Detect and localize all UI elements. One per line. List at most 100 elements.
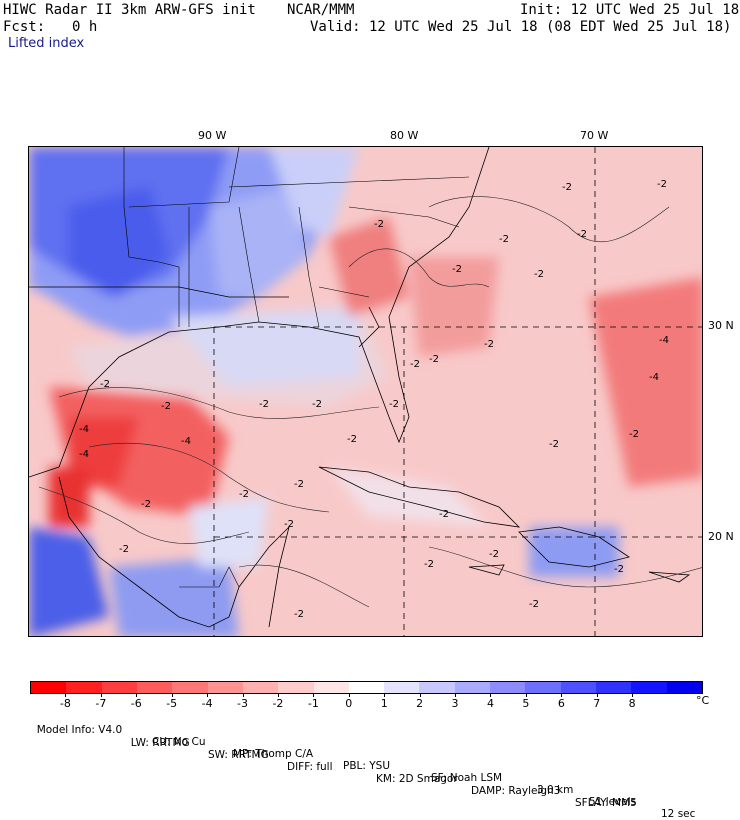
contour-label: -2 xyxy=(100,379,110,390)
contour-label: -2 xyxy=(141,499,151,510)
fcst-value: 0 h xyxy=(72,19,98,35)
colorbar-tick-label: -3 xyxy=(237,697,248,710)
colorbar-segment xyxy=(242,682,279,693)
sw-scheme: SW: RRTMG xyxy=(208,749,269,761)
contour-label: -2 xyxy=(312,399,322,410)
lat-label-30n: 30 N xyxy=(708,319,734,332)
contour-label: -2 xyxy=(424,559,434,570)
colorbar-segment xyxy=(278,682,314,693)
damp-option: DAMP: Rayleigh3 xyxy=(471,785,561,797)
contour-label: -2 xyxy=(259,399,269,410)
colorbar-segment xyxy=(525,682,561,693)
colorbar-tick xyxy=(348,693,350,697)
contour-label: -2 xyxy=(549,439,559,450)
colorbar-segment xyxy=(172,682,208,693)
map-panel[interactable]: -2 -2 -2 -2 -2 -2 -2 -2 -4 -4 -4 -4 -2 -… xyxy=(28,146,703,637)
colorbar-tick xyxy=(242,693,244,697)
contour-label: -4 xyxy=(79,424,89,435)
lon-label-80w: 80 W xyxy=(390,129,419,142)
center-name: NCAR/MMM xyxy=(287,2,355,18)
contour-label: -2 xyxy=(429,354,439,365)
colorbar-tick-label: -5 xyxy=(166,697,178,710)
colorbar-tick xyxy=(313,693,315,697)
contour-label: -2 xyxy=(614,564,624,575)
colorbar-tick xyxy=(455,693,457,697)
colorbar-tick xyxy=(171,693,173,697)
colorbar-segment xyxy=(66,682,102,693)
colorbar-unit: °C xyxy=(696,694,710,707)
lw-scheme: LW: RRTMG xyxy=(130,737,190,749)
contour-label: -4 xyxy=(79,449,89,460)
contour-label: -2 xyxy=(374,219,384,230)
colorbar-tick xyxy=(419,693,421,697)
init-time: Init: 12 UTC Wed 25 Jul 18 xyxy=(520,2,740,18)
colorbar-segment xyxy=(419,682,455,693)
timestep: 12 sec xyxy=(661,808,696,820)
colorbar-tick xyxy=(384,693,386,697)
colorbar-segment xyxy=(207,682,243,693)
colorbar-tick xyxy=(207,693,209,697)
contour-label: -2 xyxy=(239,489,249,500)
field-name: Lifted index xyxy=(8,36,85,51)
contour-label: -2 xyxy=(499,234,509,245)
colorbar-segment xyxy=(384,682,420,693)
contour-label: -2 xyxy=(562,182,572,193)
contour-label: -2 xyxy=(629,429,639,440)
colorbar-segment xyxy=(490,682,526,693)
political-boundaries xyxy=(123,147,470,588)
diff-option: DIFF: full xyxy=(287,761,333,773)
colorbar-tick-label: 6 xyxy=(557,697,565,710)
contour-label: -2 xyxy=(294,609,304,620)
contour-label: -2 xyxy=(439,509,449,520)
contour-label: -2 xyxy=(410,359,420,370)
colorbar-tick xyxy=(632,693,634,697)
contour-lines xyxy=(38,196,702,608)
colorbar-segment xyxy=(348,682,385,693)
lat-label-20n: 20 N xyxy=(708,530,734,543)
colorbar-tick-label: 2 xyxy=(416,697,424,710)
colorbar-tick xyxy=(525,693,527,697)
colorbar-tick-label: 3 xyxy=(451,697,459,710)
contour-label: -2 xyxy=(489,549,499,560)
colorbar-tick-label: -7 xyxy=(95,697,107,710)
contour-label: -2 xyxy=(161,401,171,412)
colorbar-tick-label: 4 xyxy=(486,697,494,710)
sflay-option: SFLAY: MM5 xyxy=(575,797,637,809)
contour-label: -2 xyxy=(529,599,539,610)
contour-label: -2 xyxy=(119,544,129,555)
colorbar-tick xyxy=(561,693,563,697)
contour-label: -4 xyxy=(649,372,659,383)
contour-label: -2 xyxy=(657,179,667,190)
colorbar-tick-label: 0 xyxy=(345,697,353,710)
colorbar-segment xyxy=(596,682,632,693)
colorbar-tick-label: 7 xyxy=(593,697,601,710)
pbl-scheme: PBL: YSU xyxy=(343,760,391,772)
contour-label: -4 xyxy=(181,436,191,447)
footer-line-1: Model Info: V4.0 CU: No Cu MP: Thomp C/A… xyxy=(30,712,696,820)
km-option: KM: 2D Smagor xyxy=(376,773,458,785)
colorbar-segment xyxy=(313,682,349,693)
lifted-index-map: -2 -2 -2 -2 -2 -2 -2 -2 -4 -4 -4 -4 -2 -… xyxy=(29,147,702,636)
colorbar-tick xyxy=(596,693,598,697)
contour-label: -2 xyxy=(577,229,587,240)
colorbar-tick-label: 8 xyxy=(628,697,636,710)
colorbar-segment xyxy=(666,682,702,693)
contour-label: -2 xyxy=(294,479,304,490)
model-info: Model Info: V4.0 xyxy=(36,724,123,736)
colorbar-tick-label: -2 xyxy=(272,697,284,710)
colorbar-tick xyxy=(490,693,492,697)
colorbar-tick xyxy=(100,693,102,697)
title: HIWC Radar II 3km ARW-GFS init xyxy=(3,2,256,18)
fcst-label: Fcst: xyxy=(3,19,46,35)
colorbar-tick xyxy=(136,693,138,697)
colorbar-tick-label: -1 xyxy=(307,697,319,710)
contour-label: -2 xyxy=(534,269,544,280)
contour-label: -4 xyxy=(659,335,669,346)
coastlines xyxy=(29,147,691,628)
colorbar-tick-label: 1 xyxy=(380,697,388,710)
colorbar-segment xyxy=(31,682,67,693)
contour-label: -2 xyxy=(284,519,294,530)
lon-label-90w: 90 W xyxy=(198,129,227,142)
colorbar-tick-label: -8 xyxy=(59,697,71,710)
colorbar-tick xyxy=(277,693,279,697)
